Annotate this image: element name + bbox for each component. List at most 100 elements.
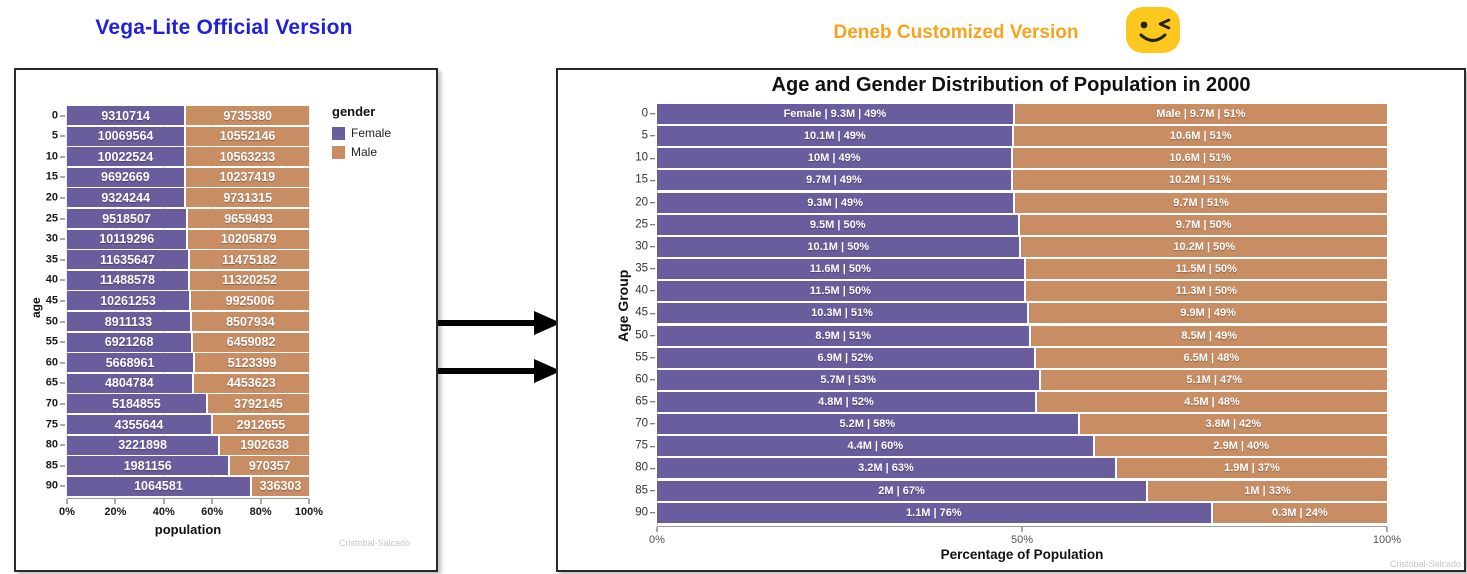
- bar-segment-male[interactable]: 0.3M | 24%: [1212, 502, 1387, 523]
- bar-segment-female[interactable]: 1.1M | 76%: [657, 502, 1211, 523]
- legend-label-female: Female: [351, 126, 392, 140]
- bar-segment-male[interactable]: 10563233: [185, 147, 309, 167]
- bar-segment-male[interactable]: 10.6M | 51%: [1014, 126, 1387, 147]
- bar-segment-female[interactable]: 9.3M | 49%: [657, 192, 1014, 213]
- y-tick-mark: [650, 335, 655, 336]
- y-tick-label: 45: [635, 306, 648, 319]
- bar-segment-male[interactable]: 1.9M | 37%: [1116, 458, 1387, 479]
- bar-segment-female[interactable]: 6.9M | 52%: [657, 347, 1034, 368]
- bar-segment-female[interactable]: 4355644: [67, 415, 212, 434]
- bar-segment-male[interactable]: 11320252: [189, 270, 309, 290]
- bar-segment-female[interactable]: 10261253: [67, 291, 189, 311]
- bar-segment-male[interactable]: 8.5M | 49%: [1031, 325, 1387, 346]
- bar-segment-male[interactable]: 11.5M | 50%: [1025, 259, 1387, 280]
- bar-segment-male[interactable]: 970357: [230, 456, 309, 476]
- bar-segment-female[interactable]: 4.8M | 52%: [657, 391, 1035, 412]
- bar-segment-male[interactable]: 10.6M | 51%: [1013, 148, 1387, 169]
- bar-segment-male[interactable]: 5.1M | 47%: [1041, 369, 1387, 390]
- bar-segment-female[interactable]: 5668961: [67, 353, 194, 373]
- bar-segment-female[interactable]: 9324244: [67, 188, 185, 208]
- bar-segment-male[interactable]: 9925006: [191, 291, 309, 311]
- bar-segment-female[interactable]: 9692669: [67, 167, 184, 187]
- bar-segment-male[interactable]: 1902638: [220, 435, 309, 455]
- bar-segment-female[interactable]: 10.3M | 51%: [657, 303, 1028, 324]
- y-tick: 80: [27, 439, 65, 451]
- bar-segment-male[interactable]: 336303: [251, 476, 309, 496]
- x-tick-label: 0%: [649, 534, 665, 546]
- bar-segment-male[interactable]: 10552146: [186, 126, 309, 146]
- bar-segment-female[interactable]: 9.7M | 49%: [657, 170, 1011, 191]
- bar-segment-female[interactable]: 10.1M | 50%: [657, 236, 1020, 257]
- bar-segment-male[interactable]: 2.9M | 40%: [1095, 436, 1387, 457]
- bar-segment-male[interactable]: 2912655: [213, 415, 309, 434]
- bar-segment-male[interactable]: 10.2M | 50%: [1021, 236, 1387, 257]
- bar-segment-male[interactable]: 6459082: [193, 332, 309, 352]
- bar-segment-male[interactable]: 9731315: [186, 188, 309, 208]
- bar-segment-female[interactable]: 4.4M | 60%: [657, 436, 1094, 457]
- y-tick-mark: [60, 300, 65, 302]
- bar-row: 9.7M | 49% 10.2M | 51%: [657, 170, 1387, 191]
- bar-segment-male[interactable]: 3.8M | 42%: [1079, 414, 1387, 435]
- bar-segment-female[interactable]: 2M | 67%: [657, 480, 1146, 501]
- bar-segment-male[interactable]: 8507934: [191, 312, 309, 331]
- y-tick: 60: [617, 374, 655, 386]
- bar-segment-female[interactable]: 11488578: [67, 270, 188, 290]
- bar-segment-female[interactable]: 6921268: [67, 332, 192, 352]
- bar-segment-female[interactable]: 5184855: [67, 394, 206, 414]
- bar-segment-female[interactable]: 11.5M | 50%: [657, 281, 1024, 302]
- bar-segment-female[interactable]: 4804784: [67, 373, 192, 393]
- bar-segment-female[interactable]: 3.2M | 63%: [657, 458, 1115, 479]
- y-tick-label: 70: [45, 397, 58, 410]
- bar-segment-female[interactable]: 8911133: [67, 312, 190, 331]
- winking-face-icon: [1122, 6, 1184, 54]
- bar-segment-male[interactable]: 5123399: [195, 353, 309, 373]
- bar-segment-male[interactable]: 11475182: [189, 250, 309, 270]
- bar-segment-female[interactable]: 5.2M | 58%: [657, 414, 1078, 435]
- y-tick-mark: [60, 279, 65, 281]
- bar-segment-male[interactable]: 11.3M | 50%: [1025, 281, 1387, 302]
- y-tick-label: 50: [635, 328, 648, 341]
- bar-segment-female[interactable]: 11635647: [67, 250, 188, 270]
- bar-segment-female[interactable]: 1064581: [67, 476, 250, 496]
- bar-segment-male[interactable]: 9.7M | 50%: [1020, 214, 1387, 235]
- y-tick-mark: [60, 321, 65, 322]
- bar-segment-female[interactable]: 10022524: [67, 147, 184, 167]
- bar-segment-male[interactable]: 10.2M | 51%: [1012, 170, 1387, 191]
- y-tick: 25: [27, 213, 65, 224]
- bar-row: 10022524 10563233: [67, 147, 309, 167]
- bar-row: 10069564 10552146: [67, 126, 309, 146]
- bar-segment-male[interactable]: 6.5M | 48%: [1035, 347, 1387, 368]
- bar-segment-female[interactable]: 10069564: [67, 126, 185, 146]
- bar-segment-male[interactable]: 3792145: [207, 394, 309, 414]
- bar-segment-male[interactable]: 9735380: [186, 106, 309, 125]
- bar-segment-female[interactable]: 10M | 49%: [657, 148, 1012, 169]
- bar-row: 4.4M | 60% 2.9M | 40%: [657, 436, 1387, 457]
- bar-segment-male[interactable]: 10205879: [188, 229, 309, 249]
- bar-segment-male[interactable]: 10237419: [185, 167, 309, 187]
- bar-segment-female[interactable]: 9310714: [67, 106, 185, 125]
- bar-segment-male[interactable]: 9.9M | 49%: [1029, 303, 1387, 324]
- y-tick-mark: [650, 490, 655, 492]
- bar-row: 9.5M | 50% 9.7M | 50%: [657, 214, 1387, 235]
- bar-segment-female[interactable]: 9518507: [67, 209, 187, 228]
- bar-segment-female[interactable]: 11.6M | 50%: [657, 259, 1024, 280]
- bar-segment-male[interactable]: Male | 9.7M | 51%: [1014, 104, 1387, 124]
- bar-segment-male[interactable]: 4453623: [193, 373, 309, 393]
- bar-segment-female[interactable]: 9.5M | 50%: [657, 214, 1019, 235]
- bar-segment-female[interactable]: 5.7M | 53%: [657, 369, 1040, 390]
- bar-segment-male[interactable]: 9659493: [188, 209, 309, 228]
- bar-segment-female[interactable]: 10119296: [67, 229, 187, 249]
- y-tick-mark: [60, 362, 65, 364]
- bar-segment-female[interactable]: 3221898: [67, 435, 219, 455]
- bar-segment-female[interactable]: Female | 9.3M | 49%: [657, 104, 1013, 124]
- bar-segment-male[interactable]: 1M | 33%: [1147, 480, 1387, 501]
- y-tick-label: 90: [635, 505, 648, 518]
- bar-segment-female[interactable]: 10.1M | 49%: [657, 126, 1013, 147]
- bar-segment-male[interactable]: 4.5M | 48%: [1036, 391, 1387, 412]
- bar-segment-female[interactable]: 8.9M | 51%: [657, 325, 1030, 346]
- bar-segment-male[interactable]: 9.7M | 51%: [1015, 192, 1387, 213]
- y-tick: 55: [27, 336, 65, 348]
- y-tick: 70: [617, 418, 655, 430]
- bar-segment-female[interactable]: 1981156: [67, 456, 229, 476]
- y-tick-label: 25: [45, 212, 58, 224]
